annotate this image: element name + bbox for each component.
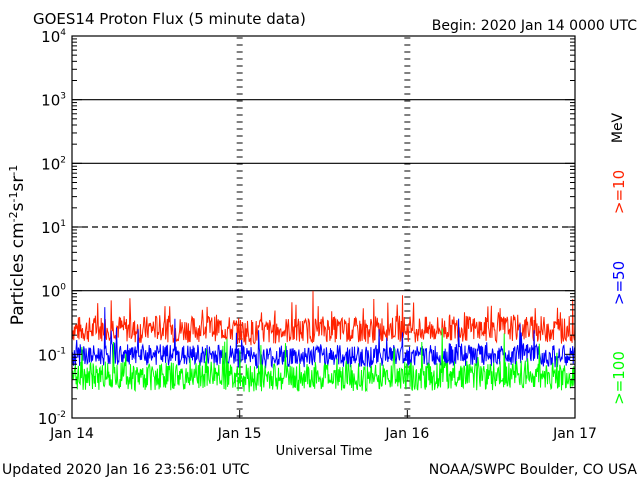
begin-date-label: Begin: 2020 Jan 14 0000 UTC	[432, 18, 637, 34]
x-tick-label: Jan 16	[384, 426, 429, 442]
plot-area: 10-2 10-1 100 101 102 103 104 Jan 14 Jan 15 Jan 1…	[38, 28, 597, 442]
y-tick-label: 104	[41, 28, 66, 46]
series-line-ge100	[71, 328, 576, 393]
series-line-ge10	[71, 290, 576, 346]
y-tick-label: 103	[41, 92, 66, 110]
y-tick-label: 10-2	[38, 410, 66, 428]
x-tick-label: Jan 14	[49, 426, 94, 442]
x-tick-label: Jan 15	[217, 426, 262, 442]
y-tick-label: 102	[41, 155, 66, 173]
credit-label: NOAA/SWPC Boulder, CO USA	[429, 462, 638, 478]
chart-title: GOES14 Proton Flux (5 minute data)	[33, 10, 306, 28]
updated-timestamp: Updated 2020 Jan 16 23:56:01 UTC	[2, 462, 250, 478]
series-label-ge50: >=50	[610, 261, 628, 305]
y-tick-label: 101	[41, 219, 66, 237]
series-label-ge10: >=10	[610, 170, 628, 214]
series-line-ge50	[71, 307, 576, 370]
x-tick-label: Jan 17	[552, 426, 597, 442]
y-axis-title: Particles cm-2s-1sr-1	[7, 165, 28, 326]
energy-channel-labels: MeV >=10 >=50 >=100	[610, 112, 628, 404]
x-axis-title: Universal Time	[276, 444, 373, 459]
series-label-ge100: >=100	[610, 351, 628, 405]
y-tick-label: 100	[41, 283, 66, 301]
y-tick-label: 10-1	[38, 346, 66, 364]
unit-label: MeV	[610, 112, 626, 143]
